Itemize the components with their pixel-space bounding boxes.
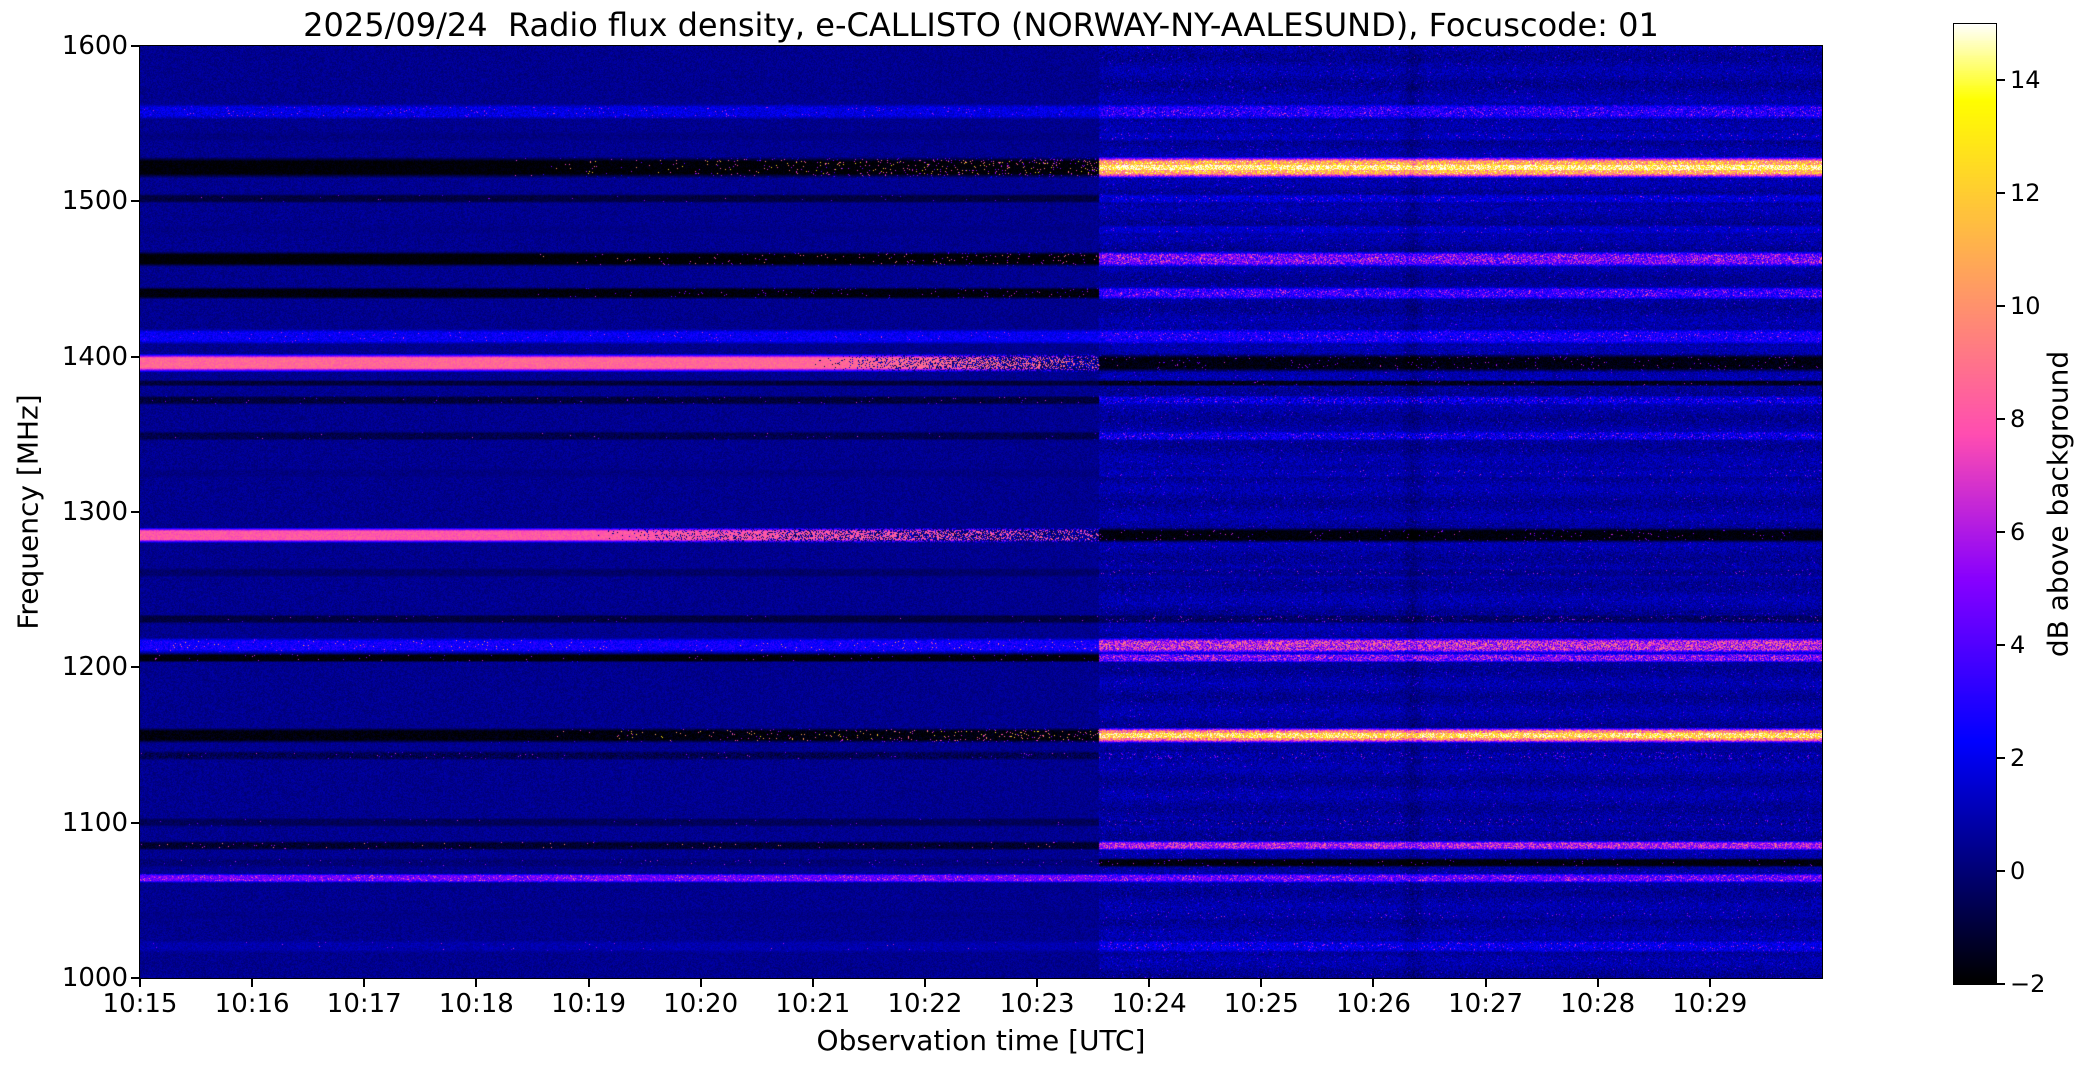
y-tick-mark bbox=[131, 821, 139, 824]
y-tick-label: 1400 bbox=[61, 341, 128, 372]
x-tick-label: 10:26 bbox=[1335, 989, 1411, 1019]
colorbar-tick-mark bbox=[1997, 79, 2005, 82]
y-tick-label: 1300 bbox=[61, 497, 128, 527]
x-tick-mark bbox=[1596, 979, 1599, 987]
x-tick-label: 10:15 bbox=[102, 989, 178, 1019]
x-tick-mark bbox=[1372, 979, 1375, 987]
colorbar-canvas bbox=[1954, 24, 1996, 984]
x-tick-mark bbox=[1036, 979, 1039, 987]
x-tick-mark bbox=[1708, 979, 1711, 987]
colorbar-tick-mark bbox=[1997, 983, 2005, 985]
x-tick-label: 10:16 bbox=[214, 989, 290, 1019]
colorbar-tick-mark bbox=[1997, 757, 2005, 760]
colorbar bbox=[1953, 23, 1997, 985]
y-tick-mark bbox=[131, 511, 139, 513]
colorbar-tick-label: 8 bbox=[2010, 405, 2026, 434]
x-tick-label: 10:25 bbox=[1223, 989, 1299, 1019]
x-tick-mark bbox=[1260, 979, 1263, 987]
spectrogram-canvas bbox=[140, 46, 1822, 978]
colorbar-tick-label: 2 bbox=[2010, 744, 2026, 773]
y-tick-label: 1200 bbox=[61, 652, 128, 683]
x-tick-label: 10:18 bbox=[438, 989, 514, 1019]
x-tick-mark bbox=[139, 979, 141, 987]
colorbar-tick-label: 6 bbox=[2010, 518, 2026, 547]
y-tick-label: 1100 bbox=[61, 807, 128, 838]
y-tick-mark bbox=[131, 355, 139, 358]
x-tick-mark bbox=[699, 979, 702, 987]
colorbar-tick-label: 12 bbox=[2010, 179, 2041, 208]
colorbar-tick-mark bbox=[1997, 870, 2005, 873]
y-tick-label: 1600 bbox=[61, 31, 128, 61]
colorbar-tick-label: 14 bbox=[2010, 66, 2041, 95]
x-tick-mark bbox=[1484, 979, 1487, 987]
x-tick-label: 10:23 bbox=[999, 989, 1075, 1019]
colorbar-tick-mark bbox=[1997, 418, 2005, 421]
y-tick-mark bbox=[131, 200, 139, 203]
y-axis-label: Frequency [MHz] bbox=[11, 394, 45, 630]
x-tick-mark bbox=[587, 979, 590, 987]
y-tick-mark bbox=[131, 666, 139, 669]
x-tick-label: 10:17 bbox=[326, 989, 402, 1019]
colorbar-tick-label: 10 bbox=[2010, 292, 2041, 321]
y-tick-label: 1000 bbox=[61, 963, 128, 993]
colorbar-tick-label: −2 bbox=[2010, 970, 2046, 998]
x-tick-mark bbox=[251, 979, 254, 987]
x-tick-label: 10:29 bbox=[1672, 989, 1748, 1019]
x-tick-mark bbox=[811, 979, 814, 987]
colorbar-tick-mark bbox=[1997, 531, 2005, 534]
y-tick-mark bbox=[131, 45, 139, 47]
chart-title: 2025/09/24 Radio flux density, e-CALLIST… bbox=[303, 6, 1659, 44]
colorbar-tick-mark bbox=[1997, 305, 2005, 308]
plot-area bbox=[139, 45, 1823, 979]
y-tick-label: 1500 bbox=[61, 186, 128, 217]
colorbar-tick-mark bbox=[1997, 192, 2005, 195]
x-tick-label: 10:22 bbox=[887, 989, 963, 1019]
x-tick-label: 10:21 bbox=[775, 989, 851, 1019]
colorbar-tick-label: 4 bbox=[2010, 631, 2026, 660]
colorbar-tick-mark bbox=[1997, 644, 2005, 647]
x-tick-label: 10:27 bbox=[1448, 989, 1524, 1019]
x-tick-label: 10:20 bbox=[663, 989, 739, 1019]
colorbar-tick-label: 0 bbox=[2010, 857, 2026, 886]
colorbar-label: dB above background bbox=[2041, 350, 2075, 658]
x-tick-mark bbox=[363, 979, 366, 987]
x-tick-label: 10:19 bbox=[551, 989, 626, 1019]
x-tick-label: 10:28 bbox=[1560, 989, 1636, 1019]
x-tick-mark bbox=[475, 979, 478, 987]
y-tick-mark bbox=[131, 977, 139, 979]
x-tick-label: 10:24 bbox=[1111, 989, 1187, 1019]
x-tick-mark bbox=[923, 979, 926, 987]
x-tick-mark bbox=[1148, 979, 1151, 987]
x-axis-label: Observation time [UTC] bbox=[816, 1024, 1146, 1057]
